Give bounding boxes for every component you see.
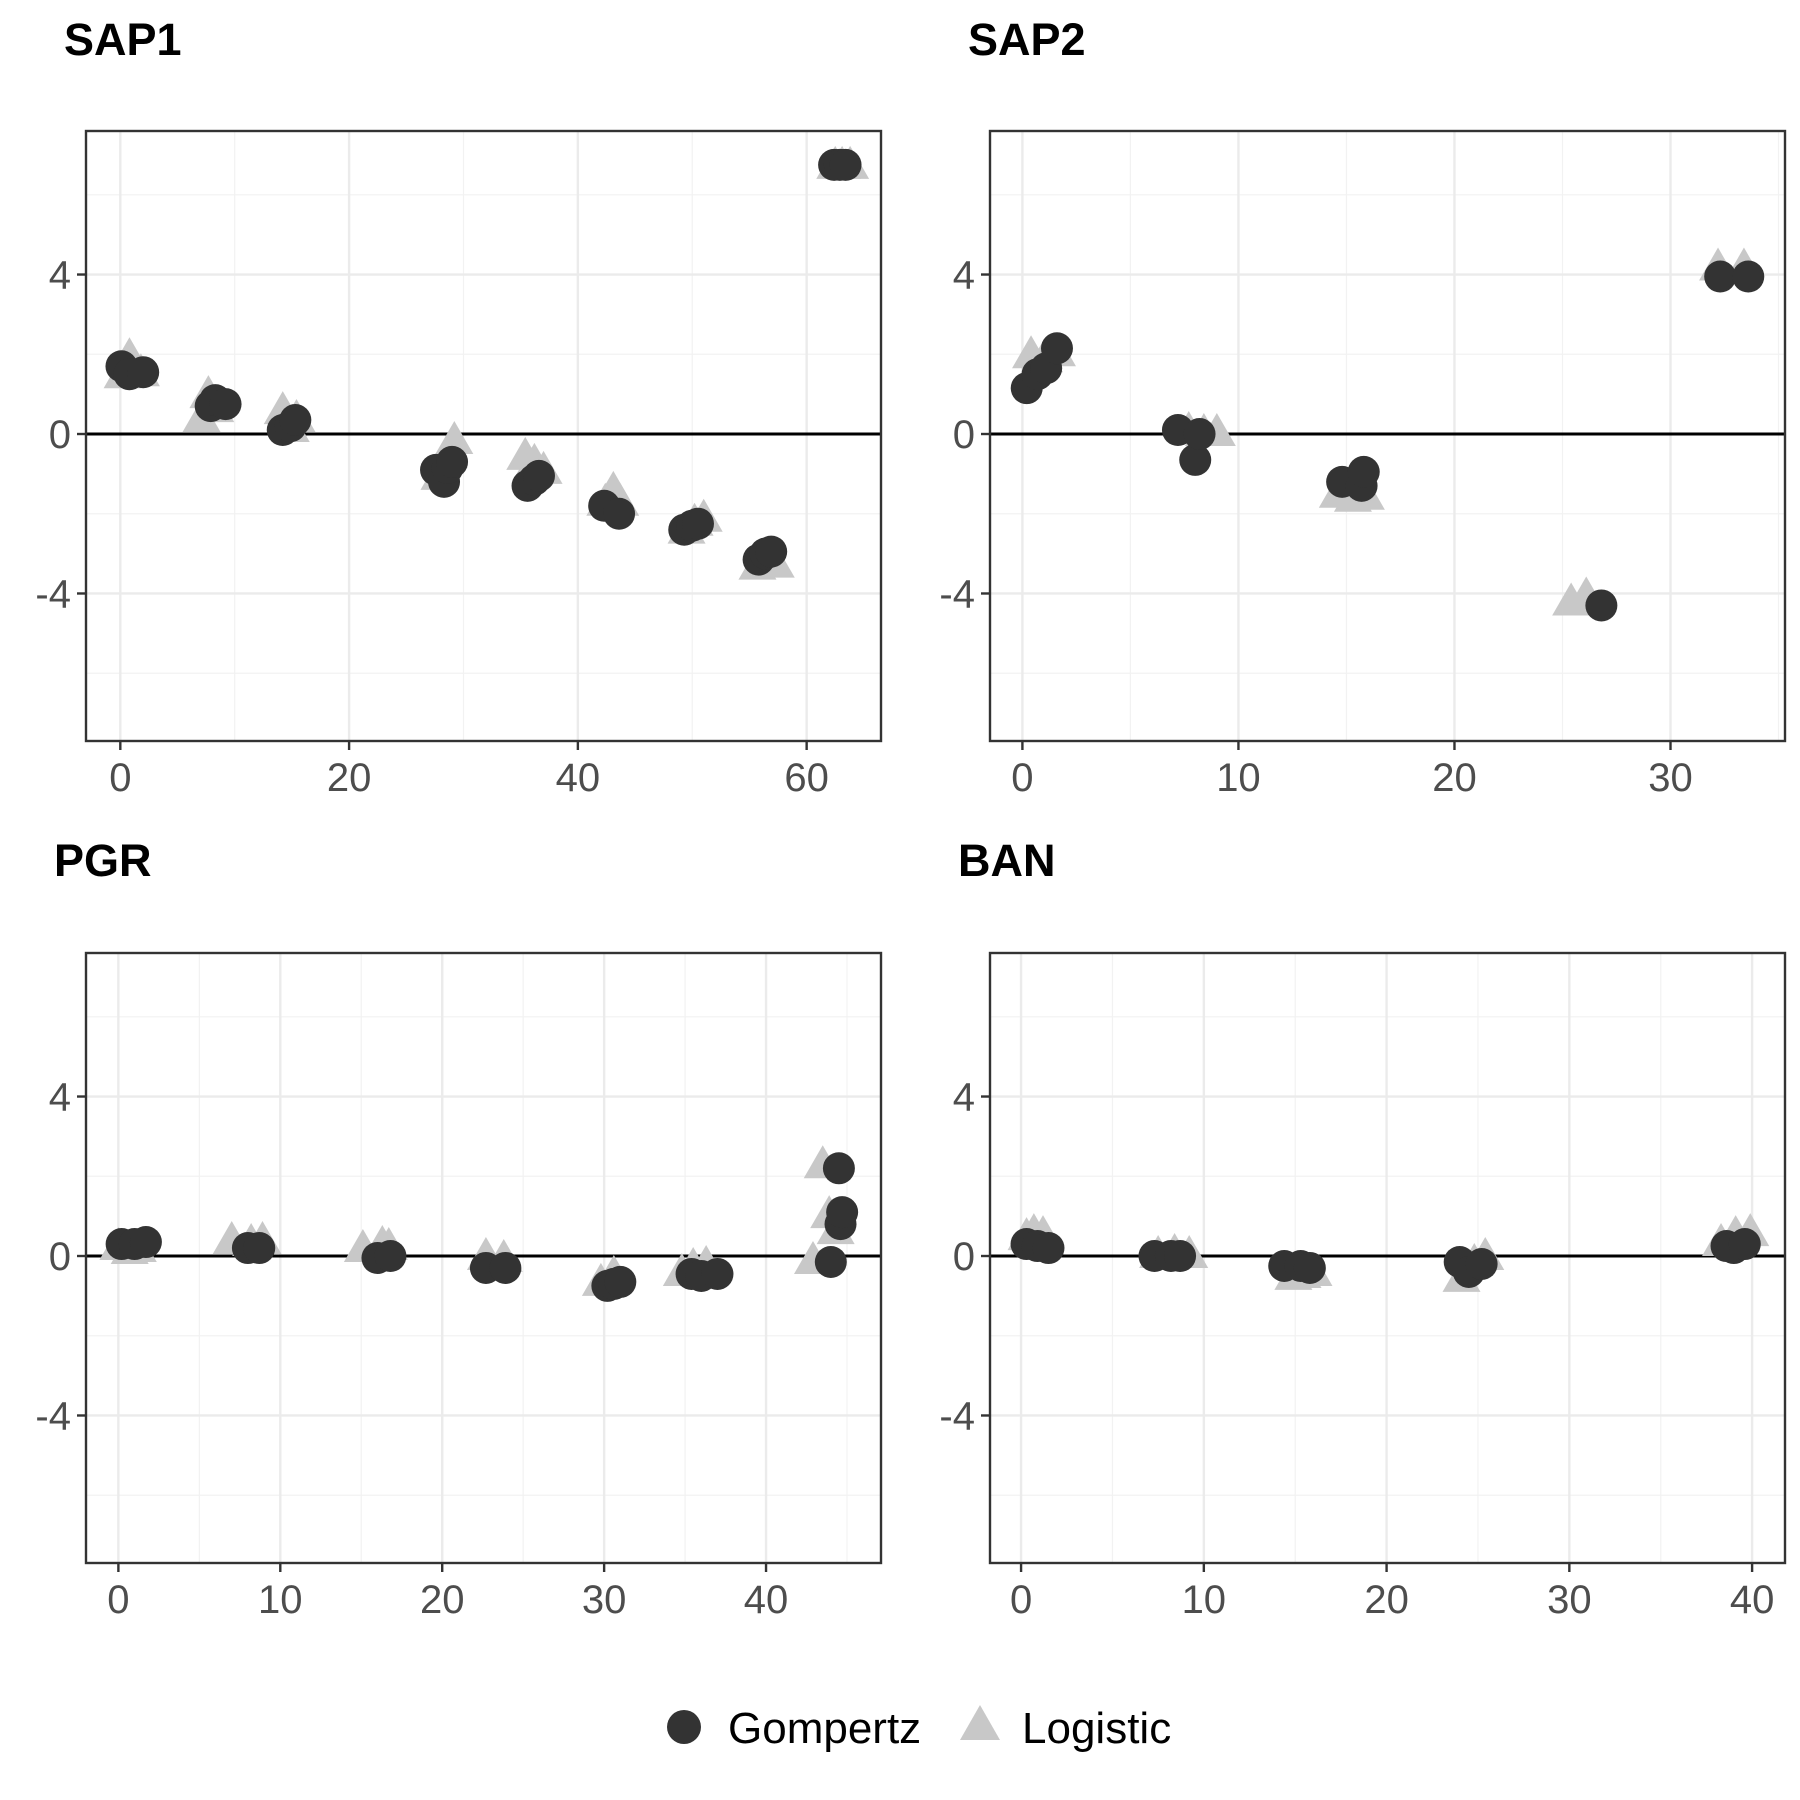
legend-key-gompertz (667, 1710, 701, 1744)
point-gompertz (822, 1152, 855, 1185)
x-tick-label: 40 (556, 756, 601, 800)
x-tick-label: 40 (1730, 1578, 1775, 1622)
point-gompertz (374, 1240, 407, 1273)
point-gompertz (436, 445, 469, 478)
panel-frame (84, 129, 883, 743)
point-gompertz (604, 1265, 637, 1298)
legend: Gompertz Logistic (667, 1704, 1171, 1753)
y-tick-label: -4 (35, 572, 71, 616)
point-gompertz (1347, 455, 1380, 488)
point-gompertz (489, 1251, 522, 1284)
legend-label-gompertz: Gompertz (728, 1704, 921, 1753)
y-tick-label: 4 (953, 1076, 975, 1120)
point-gompertz (129, 1226, 162, 1259)
y-tick-label: 0 (49, 413, 71, 457)
point-gompertz (1179, 443, 1212, 476)
x-tick-label: 10 (258, 1578, 303, 1622)
y-tick-label: -4 (35, 1394, 71, 1438)
x-tick-label: 20 (327, 756, 372, 800)
point-gompertz (701, 1257, 734, 1290)
panel-frame (988, 129, 1787, 743)
point-gompertz (279, 404, 312, 437)
point-gompertz (603, 497, 636, 530)
y-tick-label: 0 (49, 1235, 71, 1279)
y-tick-label: -4 (939, 572, 975, 616)
point-gompertz (829, 148, 862, 181)
y-tick-label: 0 (953, 1235, 975, 1279)
point-gompertz (522, 459, 555, 492)
panel-title-ban: BAN (958, 835, 1056, 886)
y-tick-label: -4 (939, 1394, 975, 1438)
point-logistic (435, 420, 474, 454)
panel-sap2: 0 10 20 30 -4 0 4 SAP2 (939, 14, 1787, 800)
y-tick-label: 4 (49, 254, 71, 298)
point-gompertz (127, 356, 160, 389)
x-tick-label: 60 (784, 756, 829, 800)
x-tick-label: 20 (420, 1578, 465, 1622)
panel-background (990, 131, 1785, 741)
panel-background (86, 131, 881, 741)
x-tick-label: 0 (1010, 1578, 1032, 1622)
panel-title-sap2: SAP2 (968, 14, 1086, 65)
x-tick-label: 30 (1547, 1578, 1592, 1622)
point-gompertz (243, 1232, 276, 1265)
y-tick-label: 4 (953, 254, 975, 298)
point-gompertz (1465, 1247, 1498, 1280)
panel-title-sap1: SAP1 (64, 14, 182, 65)
panel-frame (84, 951, 883, 1565)
panel-title-pgr: PGR (54, 835, 152, 886)
point-gompertz (826, 1196, 859, 1229)
x-tick-label: 20 (1364, 1578, 1409, 1622)
point-gompertz (209, 388, 242, 421)
point-gompertz (755, 535, 788, 568)
point-gompertz (681, 507, 714, 540)
y-tick-label: 0 (953, 413, 975, 457)
point-gompertz (1728, 1228, 1761, 1261)
x-tick-label: 40 (744, 1578, 789, 1622)
panel-sap1: 0 20 40 60 -4 0 4 SAP1 (35, 14, 883, 800)
x-tick-label: 0 (1011, 756, 1033, 800)
x-tick-label: 30 (582, 1578, 627, 1622)
point-gompertz (1732, 260, 1765, 293)
point-gompertz (1040, 332, 1073, 365)
point-gompertz (1183, 418, 1216, 451)
x-tick-label: 0 (109, 756, 131, 800)
panel-pgr: 0 10 20 30 40 -4 0 4 PGR (35, 835, 883, 1622)
legend-key-logistic (960, 1705, 1000, 1740)
x-tick-label: 30 (1648, 756, 1693, 800)
y-tick-label: 4 (49, 1076, 71, 1120)
point-gompertz (1032, 1232, 1065, 1265)
x-tick-label: 10 (1216, 756, 1261, 800)
legend-label-logistic: Logistic (1022, 1704, 1171, 1753)
x-tick-label: 0 (107, 1578, 129, 1622)
point-gompertz (1164, 1240, 1197, 1273)
x-tick-label: 20 (1432, 756, 1477, 800)
point-gompertz (1585, 589, 1618, 622)
x-tick-label: 10 (1182, 1578, 1227, 1622)
point-gompertz (1293, 1251, 1326, 1284)
panel-ban: 0 10 20 30 40 -4 0 4 BAN (939, 835, 1787, 1622)
point-gompertz (814, 1245, 847, 1278)
point-gompertz (1704, 260, 1737, 293)
